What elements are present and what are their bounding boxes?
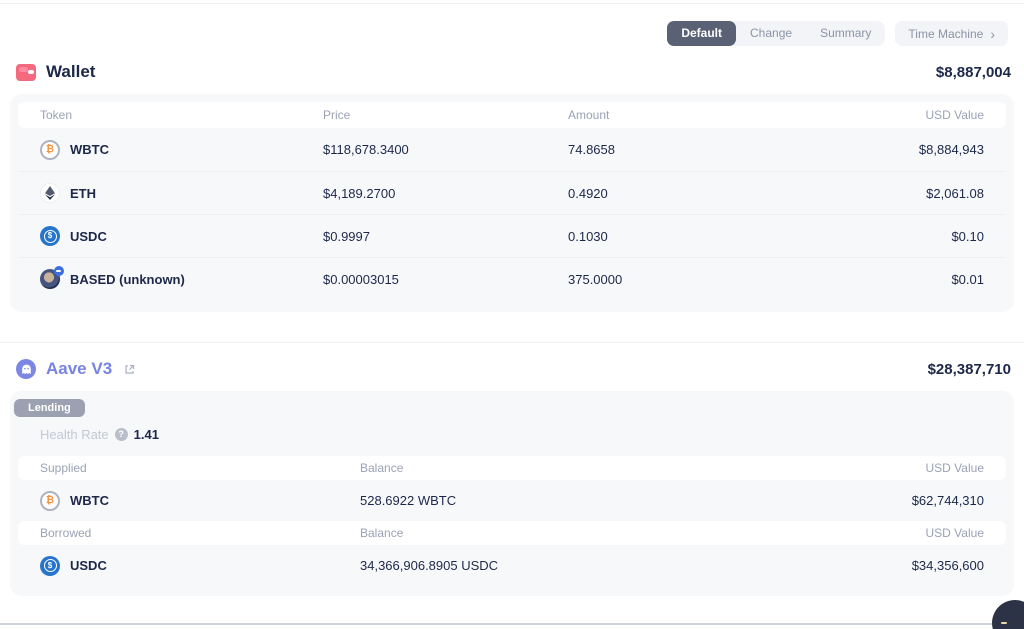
based-token-icon: [40, 266, 64, 289]
wallet-section-header: Wallet $8,887,004: [16, 60, 1011, 84]
token-usd-value: $8,884,943: [918, 142, 984, 157]
usdc-icon: $: [40, 226, 60, 246]
health-rate-label: Health Rate: [40, 427, 109, 442]
token-row-eth: ETH $4,189.2700 0.4920 $2,061.08: [18, 171, 1006, 214]
token-amount: 0.4920: [568, 185, 608, 201]
wallet-total: $8,887,004: [935, 63, 1011, 81]
token-usd-value: $0.10: [951, 228, 984, 244]
token-amount: 375.0000: [568, 271, 623, 287]
supplied-usd-value: $62,744,310: [911, 493, 984, 508]
col-borrowed: Borrowed: [40, 526, 92, 540]
token-name: USDC: [70, 558, 107, 573]
supplied-balance: 528.6922 WBTC: [360, 493, 457, 508]
help-icon[interactable]: ?: [114, 428, 128, 441]
col-usd-value: USD Value: [925, 108, 984, 122]
token-name: BASED (unknown): [70, 271, 185, 287]
col-token: Token: [40, 108, 73, 122]
borrowed-balance: 34,366,906.8905 USDC: [360, 558, 499, 573]
chain-badge-icon: [54, 266, 64, 276]
time-machine-button[interactable]: Time Machine ›: [895, 21, 1008, 46]
wallet-table-header: Token Price Amount USD Value: [18, 102, 1006, 128]
health-rate-value: 1.41: [133, 427, 159, 442]
token-row-usdc: $ USDC $0.9997 0.1030 $0.10: [18, 214, 1006, 257]
token-name: USDC: [70, 228, 107, 244]
aave-title-link[interactable]: Aave V3: [46, 359, 113, 378]
view-tabs-row: Default Change Summary Time Machine ›: [0, 21, 1008, 46]
col-balance: Balance: [360, 461, 404, 475]
supplied-table-header: Supplied Balance USD Value: [18, 456, 1006, 480]
wallet-icon: [16, 63, 36, 81]
tab-default[interactable]: Default: [667, 21, 737, 46]
col-usd-value: USD Value: [925, 526, 984, 540]
chevron-right-icon: ›: [990, 25, 995, 42]
wbtc-icon: ₿: [40, 490, 60, 511]
token-name: WBTC: [70, 142, 109, 157]
token-price: $0.9997: [323, 228, 370, 244]
bottom-divider: [0, 623, 1024, 625]
time-machine-label: Time Machine: [908, 26, 984, 41]
usdc-icon: $: [40, 555, 60, 576]
lending-badge: Lending: [14, 399, 85, 417]
col-amount: Amount: [568, 108, 610, 122]
tab-summary[interactable]: Summary: [820, 26, 872, 40]
borrowed-usd-value: $34,356,600: [911, 558, 984, 573]
health-rate-row: Health Rate ? 1.41: [40, 425, 1006, 444]
token-row-based: BASED (unknown) $0.00003015 375.0000 $0.…: [18, 257, 1006, 300]
aave-total: $28,387,710: [927, 360, 1011, 378]
token-price: $118,678.3400: [323, 142, 409, 157]
view-tab-group: Default Change Summary: [667, 21, 886, 46]
section-divider: [0, 342, 1024, 343]
chat-fab-button[interactable]: [992, 600, 1024, 629]
col-balance: Balance: [360, 526, 404, 540]
aave-section-header: Aave V3 $28,387,710: [16, 357, 1011, 381]
token-usd-value: $0.01: [951, 271, 984, 287]
token-price: $0.00003015: [323, 271, 399, 287]
supplied-row-wbtc: ₿ WBTC 528.6922 WBTC $62,744,310: [18, 480, 1006, 521]
tab-change[interactable]: Change: [750, 26, 793, 40]
token-amount: 74.8658: [568, 142, 615, 157]
token-row-wbtc: ₿ WBTC $118,678.3400 74.8658 $8,884,943: [18, 128, 1006, 171]
col-supplied: Supplied: [40, 461, 87, 475]
borrowed-row-usdc: $ USDC 34,366,906.8905 USDC $34,356,600: [18, 545, 1006, 586]
col-price: Price: [323, 108, 351, 122]
token-name: WBTC: [70, 493, 109, 508]
top-divider: [0, 3, 1024, 4]
token-name: ETH: [70, 185, 96, 201]
borrowed-table-header: Borrowed Balance USD Value: [18, 521, 1006, 545]
token-usd-value: $2,061.08: [926, 185, 984, 201]
token-amount: 0.1030: [568, 228, 608, 244]
wallet-title: Wallet: [46, 62, 96, 81]
aave-protocol-icon: [16, 359, 36, 379]
wbtc-icon: ₿: [40, 139, 60, 160]
wallet-card: Token Price Amount USD Value ₿ WBTC $118…: [10, 94, 1014, 312]
token-price: $4,189.2700: [323, 185, 396, 201]
external-link-icon[interactable]: [124, 364, 135, 375]
aave-card: Lending Health Rate ? 1.41 Supplied Bala…: [10, 391, 1014, 596]
col-usd-value: USD Value: [925, 461, 984, 475]
eth-icon: [40, 183, 60, 203]
